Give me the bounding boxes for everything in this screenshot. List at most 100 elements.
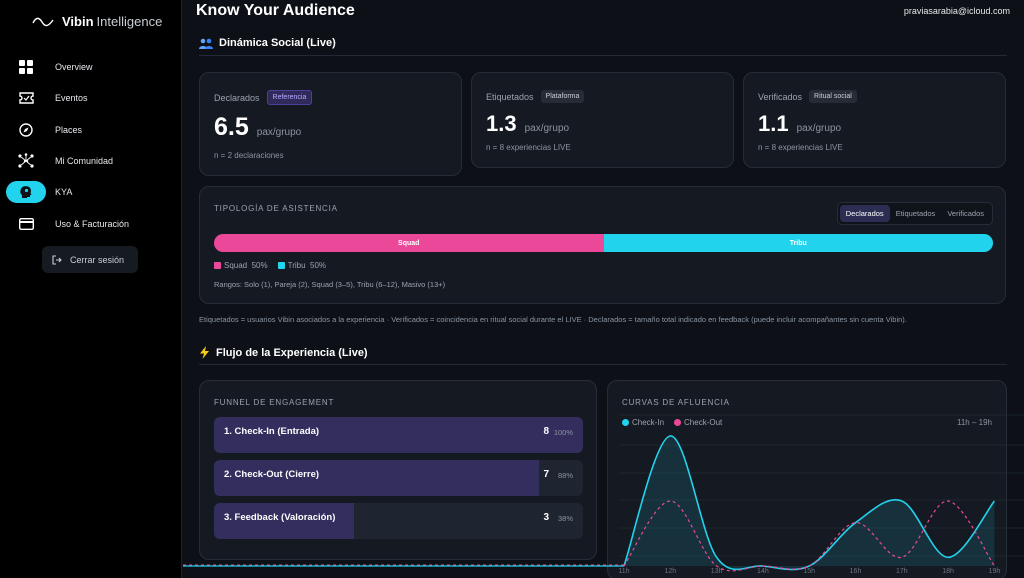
section-divider xyxy=(199,55,1007,56)
curves-legend: Check-In Check-Out xyxy=(622,418,722,427)
funnel-label: 2. Check-Out (Cierre) xyxy=(224,469,320,480)
sidebar-item-eventos[interactable]: Eventos xyxy=(6,86,176,110)
curves-range: 11h – 19h xyxy=(957,418,992,427)
metric-value-group: 6.5 pax/grupo xyxy=(214,113,301,142)
sidebar-item-uso-facturacion[interactable]: Uso & Facturación xyxy=(6,212,176,236)
metric-note: n = 8 experiencias LIVE xyxy=(486,143,571,152)
metric-label-text: Verificados xyxy=(758,91,803,102)
metric-unit: pax/grupo xyxy=(796,123,842,134)
metric-unit: pax/grupo xyxy=(256,127,302,138)
logout-icon xyxy=(52,254,62,265)
legend-swatch xyxy=(277,262,285,270)
metric-label: Declarados Referencia xyxy=(214,90,313,105)
typology-ranges: Rangos: Solo (1), Pareja (2), Squad (3–5… xyxy=(214,280,446,289)
lightning-icon xyxy=(200,346,209,359)
social-footnote: Etiquetados = usuarios Vibin asociados a… xyxy=(199,315,907,324)
section-title-social: Dinámica Social (Live) xyxy=(199,37,336,49)
legend-item-check-out: Check-Out xyxy=(674,418,722,427)
sidebar-item-mi-comunidad[interactable]: Mi Comunidad xyxy=(6,149,176,173)
legend-pct: 50% xyxy=(251,261,268,270)
legend-label: Check-In xyxy=(632,418,665,427)
tab-declarados[interactable]: Declarados xyxy=(839,205,890,222)
tab-etiquetados[interactable]: Etiquetados xyxy=(895,209,936,218)
metric-card-etiquetados: Etiquetados Plataforma 1.3 pax/grupo n =… xyxy=(471,72,734,168)
sidebar-item-label: Mi Comunidad xyxy=(55,156,114,166)
legend-label: Squad xyxy=(224,261,248,270)
legend-label: Check-Out xyxy=(684,418,723,427)
section-title-text: Flujo de la Experiencia (Live) xyxy=(216,346,368,359)
metric-value-group: 1.3 pax/grupo xyxy=(486,111,569,137)
sidebar: Vibin Intelligence Overview Eventos Plac… xyxy=(0,0,182,578)
typology-card: TIPOLOGÍA DE ASISTENCIA Declarados Etiqu… xyxy=(199,186,1006,304)
metric-card-verificados: Verificados Ritual social 1.1 pax/grupo … xyxy=(743,72,1006,168)
metric-value: 6.5 xyxy=(214,113,249,141)
metric-label-text: Declarados xyxy=(214,92,260,103)
funnel-label: 1. Check-In (Entrada) xyxy=(224,426,320,437)
funnel-fill xyxy=(214,460,539,496)
funnel-pct: 38% xyxy=(557,514,573,523)
metric-value: 1.3 xyxy=(486,111,517,136)
funnel-row: 3. Feedback (Valoración) 3 38% xyxy=(214,503,583,539)
metric-label-text: Etiquetados xyxy=(486,91,534,102)
metric-badge: Plataforma xyxy=(540,90,585,103)
brand-name-rest: Intelligence xyxy=(96,14,163,29)
sidebar-item-label: Places xyxy=(55,125,83,135)
segment-squad: Squad xyxy=(214,234,604,252)
logout-button[interactable]: Cerrar sesión xyxy=(42,246,138,273)
legend-pct: 50% xyxy=(310,261,327,270)
funnel-pct: 100% xyxy=(553,428,573,437)
sidebar-item-label: Overview xyxy=(55,62,93,72)
curves-title: CURVAS DE AFLUENCIA xyxy=(622,398,730,407)
wave-icon xyxy=(32,17,54,26)
curves-card: CURVAS DE AFLUENCIA Check-In Check-Out 1… xyxy=(607,380,1007,578)
section-divider xyxy=(199,364,1007,365)
people-icon xyxy=(199,38,213,49)
segment-tribu: Tribu xyxy=(603,234,993,252)
section-title-flow: Flujo de la Experiencia (Live) xyxy=(199,346,368,359)
metric-value-group: 1.1 pax/grupo xyxy=(758,111,841,137)
main-content: Know Your Audience praviasarabia@icloud.… xyxy=(183,0,1024,578)
funnel-card: FUNNEL DE ENGAGEMENT 1. Check-In (Entrad… xyxy=(199,380,597,560)
metric-label: Verificados Ritual social xyxy=(758,90,857,103)
funnel-label: 3. Feedback (Valoración) xyxy=(224,512,336,523)
metric-card-declarados: Declarados Referencia 6.5 pax/grupo n = … xyxy=(199,72,462,176)
typology-split-bar: Squad Tribu xyxy=(214,234,993,252)
legend-dot xyxy=(622,419,629,427)
typology-legend: Squad 50% Tribu 50% xyxy=(214,261,326,270)
sidebar-item-kya[interactable]: KYA xyxy=(6,180,176,204)
sidebar-item-places[interactable]: Places xyxy=(6,118,176,142)
funnel-title: FUNNEL DE ENGAGEMENT xyxy=(214,398,335,407)
ticket-icon xyxy=(12,92,40,104)
metric-badge: Referencia xyxy=(266,90,313,105)
metric-label: Etiquetados Plataforma xyxy=(486,90,585,103)
legend-swatch xyxy=(214,262,221,270)
legend-dot xyxy=(674,419,682,427)
card-icon xyxy=(12,218,40,230)
funnel-count: 7 xyxy=(543,469,549,480)
page-title: Know Your Audience xyxy=(196,2,355,19)
network-icon xyxy=(12,153,40,169)
tab-verificados[interactable]: Verificados xyxy=(947,209,984,218)
typology-title: TIPOLOGÍA DE ASISTENCIA xyxy=(214,204,338,213)
sidebar-item-overview[interactable]: Overview xyxy=(6,55,176,79)
sidebar-item-label: Uso & Facturación xyxy=(55,219,130,229)
brand-logo[interactable]: Vibin Intelligence xyxy=(32,14,162,29)
funnel-row: 1. Check-In (Entrada) 8 100% xyxy=(214,417,583,453)
funnel-row: 2. Check-Out (Cierre) 7 88% xyxy=(214,460,583,496)
funnel-fill xyxy=(214,417,583,453)
funnel-fill xyxy=(214,503,355,539)
logout-label: Cerrar sesión xyxy=(70,254,125,265)
funnel-pct: 88% xyxy=(557,471,573,480)
legend-label: Tribu xyxy=(287,261,306,270)
legend-item-squad: Squad 50% xyxy=(214,261,268,270)
section-title-text: Dinámica Social (Live) xyxy=(219,37,336,49)
metric-unit: pax/grupo xyxy=(524,123,570,134)
legend-item-check-in: Check-In xyxy=(622,418,664,427)
grid-icon xyxy=(12,60,40,74)
metric-note: n = 8 experiencias LIVE xyxy=(758,143,843,152)
user-email[interactable]: praviasarabia@icloud.com xyxy=(903,6,1010,16)
funnel-count: 8 xyxy=(543,426,549,437)
sidebar-item-label: KYA xyxy=(55,187,73,197)
funnel-count: 3 xyxy=(543,512,549,523)
sidebar-item-label: Eventos xyxy=(55,93,88,103)
